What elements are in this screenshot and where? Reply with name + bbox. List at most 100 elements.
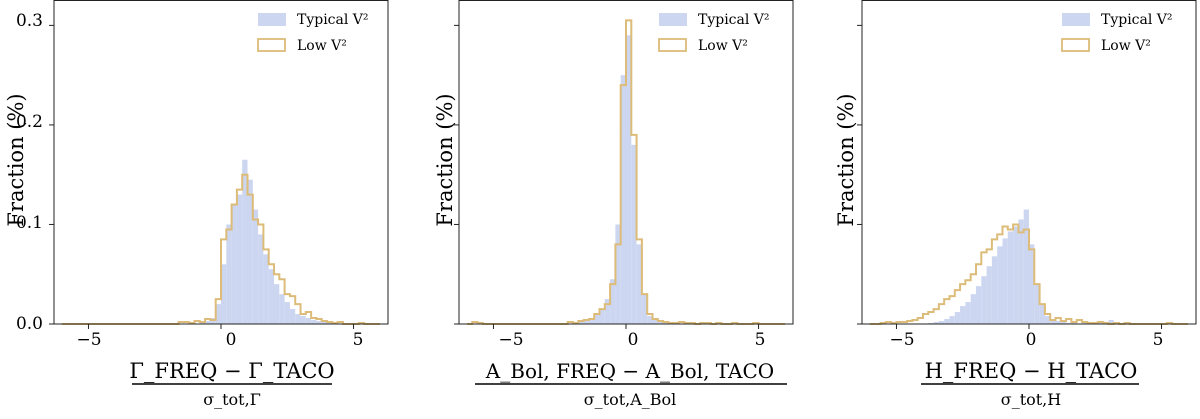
y-axis-label: Fraction (%) <box>433 93 457 226</box>
typical-v2-bar <box>289 309 296 324</box>
typical-v2-bar <box>975 286 982 324</box>
x-axis-label-denominator: σ_tot,H <box>1001 390 1062 409</box>
typical-v2-bar <box>305 318 312 324</box>
typical-v2-bar <box>938 321 945 324</box>
legend-label-typical: Typical V² <box>297 12 369 28</box>
plot-frame <box>861 0 1197 325</box>
typical-v2-bar <box>311 320 317 324</box>
typical-v2-bar <box>588 318 595 324</box>
typical-v2-bar <box>226 224 232 324</box>
low-v2-step-line <box>869 223 1189 325</box>
typical-v2-bar <box>316 321 322 324</box>
typical-v2-bar <box>604 299 611 324</box>
x-tick-label: −5 <box>498 330 523 350</box>
typical-v2-bar <box>997 246 1003 324</box>
x-axis-label-numerator: H_FREQ − H_TACO <box>925 359 1138 383</box>
y-tick-label: 0.0 <box>16 314 43 334</box>
typical-v2-bars <box>572 35 669 325</box>
legend-swatch-low <box>658 38 687 52</box>
typical-v2-bar <box>321 322 328 324</box>
typical-v2-bar <box>620 75 626 325</box>
typical-v2-bar <box>981 276 987 324</box>
plot-frame <box>458 0 794 325</box>
typical-v2-bar <box>615 224 621 324</box>
typical-v2-bar <box>1007 231 1014 324</box>
histogram-panel-right: Fraction (%) −5 0 5 H_FREQ − H_TACO σ_to… <box>834 0 1197 409</box>
typical-v2-bar <box>221 264 227 324</box>
typical-v2-bar <box>1055 321 1061 324</box>
legend-swatch-typical <box>659 13 687 26</box>
typical-v2-bar <box>1044 316 1051 324</box>
typical-v2-bar <box>954 312 961 324</box>
typical-v2-bar <box>236 194 243 324</box>
legend-label-low: Low V² <box>1101 38 1151 54</box>
x-tick-label: 5 <box>1153 330 1164 350</box>
y-tick-label: 0.3 <box>16 11 43 31</box>
typical-v2-bar <box>263 254 269 324</box>
y-tick-label: 0.1 <box>16 213 43 233</box>
typical-v2-bar <box>1018 219 1024 324</box>
typical-v2-bar <box>949 316 955 324</box>
x-axis-label-denominator: σ_tot,Γ <box>203 390 261 409</box>
typical-v2-bar <box>641 294 648 324</box>
typical-v2-bar <box>960 306 966 324</box>
typical-v2-bar <box>1060 322 1067 324</box>
typical-v2-bar <box>268 269 275 324</box>
typical-v2-bar <box>610 279 616 324</box>
histogram-panel-center: Fraction (%) −5 0 5 A_Bol, FREQ − A_Bol,… <box>433 0 794 409</box>
typical-v2-bar <box>986 266 992 324</box>
legend: Typical V² Low V² <box>1061 12 1173 54</box>
typical-v2-bar <box>970 294 976 324</box>
low-v2-steps <box>61 173 381 325</box>
typical-v2-bar <box>636 244 642 324</box>
typical-v2-bar <box>274 284 280 324</box>
typical-v2-bar <box>252 209 259 324</box>
typical-v2-bar <box>1050 320 1056 324</box>
typical-v2-bar <box>279 294 285 324</box>
legend-swatch-low <box>257 38 286 52</box>
legend: Typical V² Low V² <box>257 12 369 54</box>
x-axis-label-denominator: σ_tot,A_Bol <box>584 390 677 409</box>
typical-v2-bar <box>300 316 306 324</box>
typical-v2-bar <box>965 302 971 324</box>
typical-v2-bar <box>944 319 950 324</box>
typical-v2-bar <box>594 314 600 324</box>
typical-v2-bar <box>1002 238 1008 324</box>
typical-v2-bar <box>933 322 939 324</box>
x-tick-label: −5 <box>76 330 101 350</box>
x-axis-label-numerator: A_Bol, FREQ − A_Bol, TACO <box>485 359 774 383</box>
x-tick-label: 0 <box>628 330 639 350</box>
typical-v2-bar <box>578 322 584 324</box>
typical-v2-bar <box>652 320 658 324</box>
x-tick-label: 5 <box>755 330 766 350</box>
x-tick-label: 0 <box>1026 330 1037 350</box>
typical-v2-bar <box>1108 320 1114 324</box>
legend-swatch-typical <box>1062 13 1090 26</box>
typical-v2-bar <box>647 316 653 324</box>
typical-v2-bar <box>242 159 248 324</box>
x-tick-label: 5 <box>353 330 364 350</box>
axis-ticks <box>454 24 760 329</box>
typical-v2-bar <box>247 179 253 324</box>
low-v2-steps <box>869 223 1189 325</box>
legend-label-low: Low V² <box>698 38 748 54</box>
typical-v2-bar <box>626 35 632 325</box>
histogram-panel-left: Fraction (%) 0.0 0.1 0.2 0.3 −5 0 5 Γ_FR… <box>4 0 389 409</box>
typical-v2-bar <box>231 204 237 324</box>
typical-v2-bar <box>258 234 264 324</box>
y-axis-label: Fraction (%) <box>4 93 28 226</box>
typical-v2-bar <box>1023 209 1029 324</box>
typical-v2-bar <box>1013 226 1019 324</box>
legend-label-typical: Typical V² <box>1101 12 1173 28</box>
typical-v2-bar <box>215 304 221 324</box>
axis-ticks <box>857 24 1163 329</box>
legend-swatch-low <box>1061 38 1090 52</box>
legend-label-low: Low V² <box>297 38 347 54</box>
typical-v2-bars <box>928 209 1114 324</box>
x-tick-label: 0 <box>226 330 237 350</box>
legend-label-typical: Typical V² <box>698 12 770 28</box>
plot-frame <box>53 0 389 325</box>
typical-v2-bar <box>583 321 589 324</box>
y-tick-label: 0.2 <box>16 112 43 132</box>
